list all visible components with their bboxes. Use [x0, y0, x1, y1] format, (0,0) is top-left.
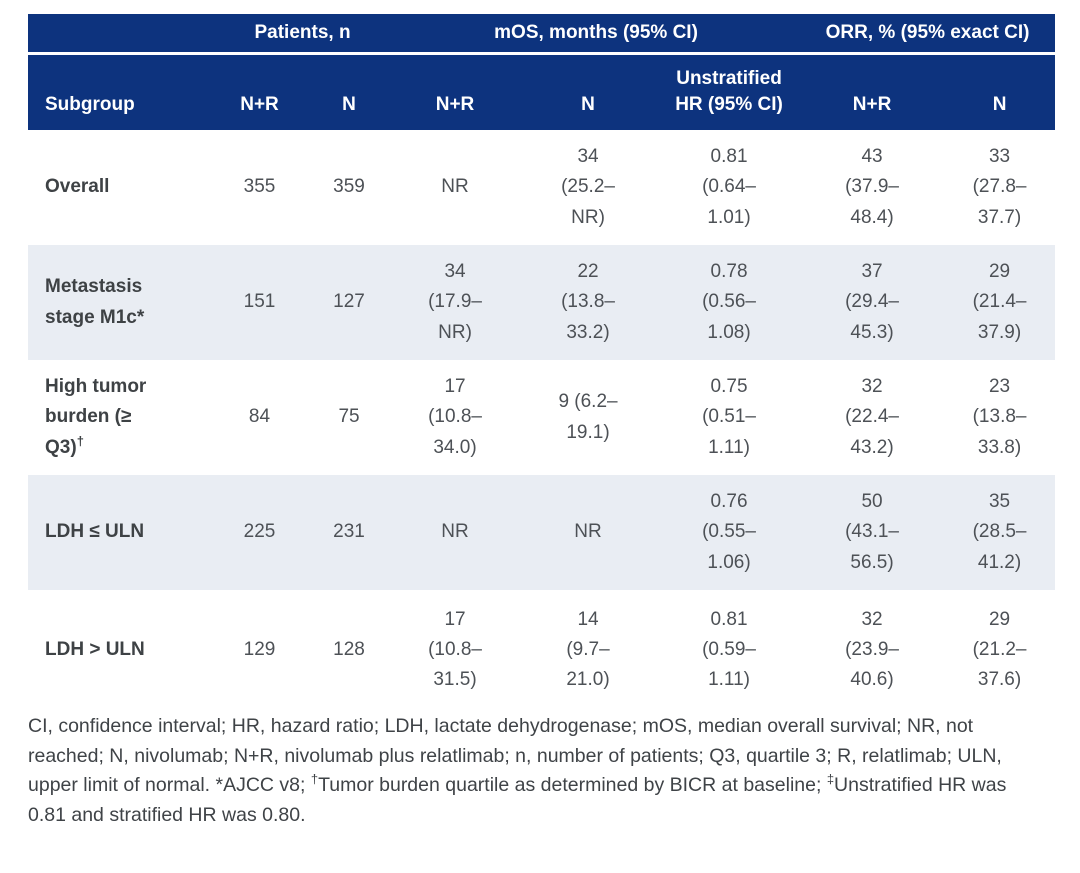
cell-mos-nr: NR	[392, 475, 519, 590]
column-header-mos-nr: N+R	[392, 53, 519, 130]
cell-patients-nr: 129	[243, 638, 276, 660]
cell-patients-n: 75	[338, 406, 360, 428]
column-header-orr-nr: N+R	[800, 53, 945, 130]
subgroup-label: Metastasis stage M1c*	[28, 245, 213, 360]
cell-hr: 0.76 (0.55– 1.06)	[658, 475, 801, 590]
subgroup-label: High tumor burden (≥ Q3)†	[45, 376, 147, 458]
cell-orr-n: 33 (27.8– 37.7)	[972, 146, 1027, 228]
cell-orr-nr: 32 (23.9– 40.6)	[845, 608, 899, 690]
group-header-orr: ORR, % (95% exact CI)	[800, 14, 1056, 55]
cell-mos-nr: 17 (10.8– 31.5)	[428, 608, 482, 690]
subgroup-label: Overall	[45, 176, 110, 198]
cell-orr-nr: 50 (43.1– 56.5)	[800, 475, 945, 590]
cell-orr-n: 29 (21.2– 37.6)	[972, 608, 1027, 690]
column-header-mos-n: N	[518, 53, 659, 130]
cell-orr-nr: 37 (29.4– 45.3)	[800, 245, 945, 360]
cell-patients-nr: 225	[213, 475, 306, 590]
cell-orr-n: 29 (21.4– 37.9)	[944, 245, 1056, 360]
cell-hr: 0.78 (0.56– 1.08)	[658, 245, 801, 360]
cell-mos-n: NR	[518, 475, 659, 590]
column-header-hr: Unstratified HR (95% CI)	[658, 53, 801, 130]
cell-patients-nr: 151	[213, 245, 306, 360]
cell-hr: 0.81 (0.59– 1.11)	[702, 608, 756, 690]
cell-patients-n: 231	[306, 475, 393, 590]
column-header-patients-nr: N+R	[213, 53, 306, 130]
subgroup-label: LDH > ULN	[45, 638, 145, 660]
cell-mos-n: 9 (6.2– 19.1)	[558, 391, 618, 443]
cell-patients-n: 359	[333, 176, 365, 198]
group-header-row: Patients, n mOS, months (95% CI) ORR, % …	[28, 14, 1056, 55]
cell-patients-nr: 84	[248, 406, 271, 428]
cell-mos-n: 14 (9.7– 21.0)	[566, 608, 610, 690]
cell-hr: 0.81 (0.64– 1.01)	[702, 146, 756, 228]
column-header-patients-n: N	[306, 53, 393, 130]
cell-mos-nr: 34 (17.9– NR)	[392, 245, 519, 360]
subgroup-label: LDH ≤ ULN	[28, 475, 213, 590]
cell-patients-nr: 355	[243, 176, 276, 198]
table-row-ldh-gt-uln: LDH > ULN 129 128 17 (10.8– 31.5) 14 (9.…	[28, 590, 1055, 710]
table-row-ldh-le-uln: LDH ≤ ULN 225 231 NR NR 0.76 (0.55– 1.06…	[28, 475, 1056, 590]
cell-patients-n: 127	[306, 245, 393, 360]
column-header-orr-n: N	[944, 53, 1056, 130]
cell-mos-nr: NR	[441, 176, 469, 198]
subgroup-results-table: Patients, n mOS, months (95% CI) ORR, % …	[28, 14, 1056, 710]
cell-orr-nr: 32 (22.4– 43.2)	[845, 376, 899, 458]
column-header-row: Subgroup N+R N N+R N Unstratified HR (95…	[28, 53, 1056, 130]
cell-orr-n: 35 (28.5– 41.2)	[944, 475, 1056, 590]
table-row-high-tumor-burden: High tumor burden (≥ Q3)† 84 75 17 (10.8…	[28, 360, 1055, 475]
table-body: Overall 355 359 NR 34 (25.2– NR) 0.81 (0…	[28, 130, 1056, 710]
table-header: Patients, n mOS, months (95% CI) ORR, % …	[28, 14, 1056, 130]
cell-hr: 0.75 (0.51– 1.11)	[702, 376, 756, 458]
group-header-mos: mOS, months (95% CI)	[392, 14, 801, 55]
cell-orr-nr: 43 (37.9– 48.4)	[845, 146, 899, 228]
group-header-patients: Patients, n	[213, 14, 393, 55]
table-row-overall: Overall 355 359 NR 34 (25.2– NR) 0.81 (0…	[28, 130, 1055, 245]
table-row-metastasis-m1c: Metastasis stage M1c* 151 127 34 (17.9– …	[28, 245, 1056, 360]
footnote-abbreviations: CI, confidence interval; HR, hazard rati…	[28, 715, 1007, 826]
cell-mos-nr: 17 (10.8– 34.0)	[428, 376, 482, 458]
cell-orr-n: 23 (13.8– 33.8)	[972, 376, 1027, 458]
cell-mos-n: 34 (25.2– NR)	[561, 146, 615, 228]
cell-mos-n: 22 (13.8– 33.2)	[518, 245, 659, 360]
group-header-empty	[28, 14, 213, 55]
column-header-subgroup: Subgroup	[28, 53, 213, 130]
cell-patients-n: 128	[333, 638, 365, 660]
